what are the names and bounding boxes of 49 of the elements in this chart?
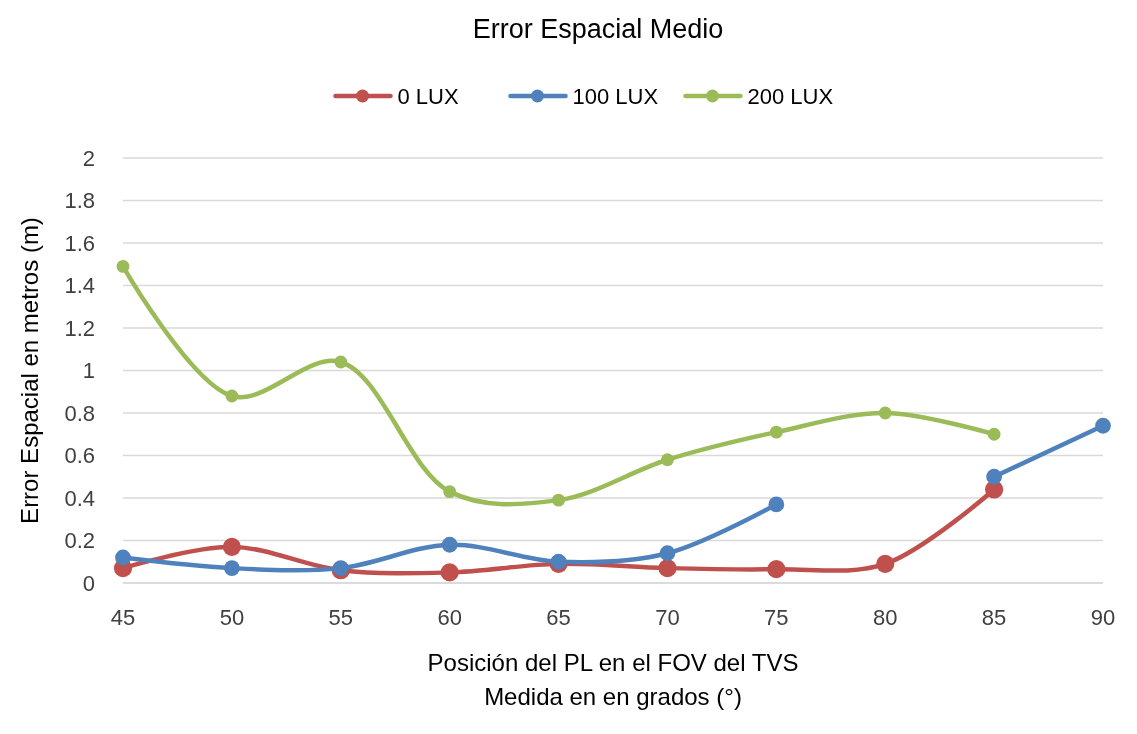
x-tick-label: 45 [110, 605, 136, 630]
x-tick-label: 50 [219, 605, 245, 630]
point [222, 537, 241, 556]
y-tick-label: 0.8 [64, 400, 95, 426]
point [440, 563, 459, 582]
y-tick-label: 1.2 [64, 315, 95, 341]
point [659, 545, 676, 562]
point [878, 406, 892, 420]
x-tick-label: 90 [1090, 605, 1116, 630]
point [115, 549, 131, 566]
point [767, 560, 786, 579]
x-tick-label: 55 [328, 605, 354, 630]
point [987, 427, 1001, 441]
y-tick-label: 1.8 [64, 188, 95, 214]
x-tick-label: 85 [981, 605, 1007, 630]
x-tick-label: 80 [872, 605, 898, 630]
x-tick-label: 60 [437, 605, 462, 630]
point [768, 496, 785, 513]
y-tick-label: 2 [82, 145, 95, 171]
point [332, 560, 349, 576]
x-tick-label: 70 [655, 605, 680, 630]
point [986, 468, 1002, 485]
point [116, 259, 130, 273]
y-tick-label: 1 [82, 358, 95, 384]
point [1095, 417, 1111, 434]
chart-title: Error Espacial Medio [472, 14, 724, 44]
x-tick-label: 75 [764, 605, 789, 630]
y-tick-label: 0.6 [64, 443, 95, 469]
point [658, 559, 677, 578]
y-tick-label: 1.6 [64, 230, 95, 256]
point [443, 485, 457, 499]
point [334, 355, 348, 369]
point [441, 536, 458, 553]
point [769, 425, 783, 439]
legend-label: 0 LUX [397, 83, 459, 109]
y-tick-label: 1.4 [64, 273, 95, 299]
point [225, 389, 239, 403]
point [552, 493, 565, 507]
x-axis-title: Posición del PL en el FOV del TVS Medida en en grados (°) [427, 649, 799, 710]
y-axis-title: Error Espacial en metros (m) [16, 217, 43, 524]
point [876, 554, 895, 573]
legend-label: 200 LUX [747, 83, 834, 109]
y-tick-label: 0.2 [64, 528, 95, 554]
x-tick-label: 65 [546, 605, 571, 630]
point [661, 453, 674, 467]
point [224, 560, 240, 576]
legend-label: 100 LUX [572, 83, 659, 109]
y-tick-label: 0.4 [64, 485, 95, 511]
y-tick-label: 0 [82, 570, 95, 596]
